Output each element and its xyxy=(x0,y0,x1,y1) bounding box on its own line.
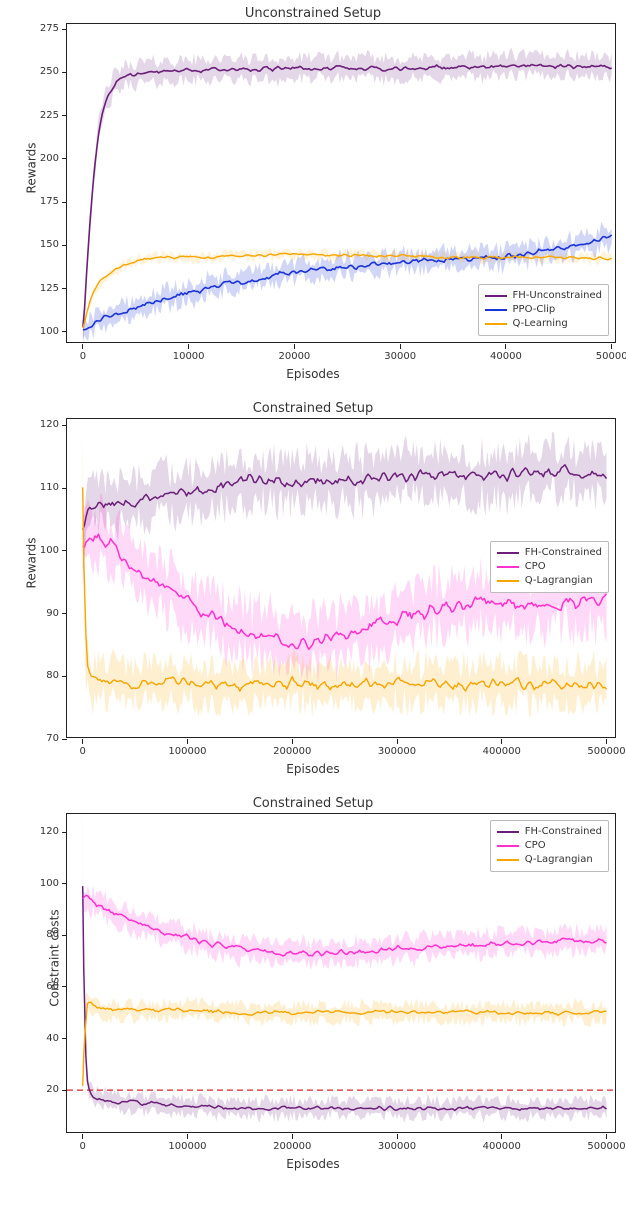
legend-label: Q-Learning xyxy=(513,317,568,331)
x-tick-label: 400000 xyxy=(472,746,532,757)
x-tick-label: 300000 xyxy=(367,746,427,757)
x-tick-label: 50000 xyxy=(582,351,626,362)
panel2: Constrained Setup70809010011012001000002… xyxy=(0,395,626,776)
legend-label: FH-Constrained xyxy=(525,546,602,560)
y-tick-label: 120 xyxy=(19,419,59,430)
chart-title: Unconstrained Setup xyxy=(0,0,626,23)
legend-label: Q-Lagrangian xyxy=(525,574,593,588)
series-band xyxy=(83,885,607,970)
legend-item: Q-Lagrangian xyxy=(497,574,602,588)
legend-label: CPO xyxy=(525,560,546,574)
x-tick-label: 300000 xyxy=(367,1141,427,1152)
legend-swatch xyxy=(497,845,519,847)
plot-area: 7080901001101200100000200000300000400000… xyxy=(66,418,616,738)
x-axis-label: Episodes xyxy=(0,367,626,381)
x-tick-label: 0 xyxy=(53,746,113,757)
panel1: Unconstrained Setup100125150175200225250… xyxy=(0,0,626,381)
x-tick-label: 400000 xyxy=(472,1141,532,1152)
x-tick-label: 100000 xyxy=(157,746,217,757)
y-tick-label: 150 xyxy=(19,239,59,250)
y-tick-label: 120 xyxy=(19,826,59,837)
legend-label: FH-Constrained xyxy=(525,825,602,839)
figure: Unconstrained Setup100125150175200225250… xyxy=(0,0,626,1171)
legend-swatch xyxy=(485,295,507,297)
legend: FH-UnconstrainedPPO-ClipQ-Learning xyxy=(478,284,609,336)
x-tick-label: 20000 xyxy=(264,351,324,362)
plot-area: 1001251501752002252502750100002000030000… xyxy=(66,23,616,343)
legend-label: PPO-Clip xyxy=(513,303,556,317)
x-tick-label: 0 xyxy=(53,1141,113,1152)
x-tick-label: 10000 xyxy=(159,351,219,362)
x-tick-label: 200000 xyxy=(262,1141,322,1152)
y-axis-label: Constraint costs xyxy=(48,909,62,1006)
legend-swatch xyxy=(485,309,507,311)
y-tick-label: 40 xyxy=(19,1033,59,1044)
y-tick-label: 125 xyxy=(19,283,59,294)
chart-title: Constrained Setup xyxy=(0,790,626,813)
legend-item: Q-Lagrangian xyxy=(497,853,602,867)
legend-swatch xyxy=(485,323,507,325)
y-axis-label: Rewards xyxy=(24,143,38,194)
legend-item: PPO-Clip xyxy=(485,303,602,317)
y-tick-label: 225 xyxy=(19,110,59,121)
chart-title: Constrained Setup xyxy=(0,395,626,418)
legend-item: FH-Unconstrained xyxy=(485,289,602,303)
y-tick-label: 110 xyxy=(19,482,59,493)
legend-swatch xyxy=(497,831,519,833)
x-axis-label: Episodes xyxy=(0,1157,626,1171)
legend: FH-ConstrainedCPOQ-Lagrangian xyxy=(490,541,609,593)
y-tick-label: 250 xyxy=(19,66,59,77)
y-tick-label: 175 xyxy=(19,196,59,207)
legend-swatch xyxy=(497,580,519,582)
legend-item: CPO xyxy=(497,839,602,853)
legend: FH-ConstrainedCPOQ-Lagrangian xyxy=(490,820,609,872)
x-tick-label: 200000 xyxy=(262,746,322,757)
legend-item: Q-Learning xyxy=(485,317,602,331)
y-axis-label: Rewards xyxy=(24,538,38,589)
x-tick-label: 40000 xyxy=(476,351,536,362)
legend-item: CPO xyxy=(497,560,602,574)
y-tick-label: 80 xyxy=(19,670,59,681)
panel3: Constrained Setup20406080100120010000020… xyxy=(0,790,626,1171)
x-tick-label: 100000 xyxy=(157,1141,217,1152)
legend-swatch xyxy=(497,566,519,568)
y-tick-label: 100 xyxy=(19,878,59,889)
legend-item: FH-Constrained xyxy=(497,546,602,560)
legend-label: FH-Unconstrained xyxy=(513,289,602,303)
x-tick-label: 30000 xyxy=(370,351,430,362)
series-line xyxy=(83,886,607,1110)
y-tick-label: 20 xyxy=(19,1084,59,1095)
legend-label: Q-Lagrangian xyxy=(525,853,593,867)
legend-label: CPO xyxy=(525,839,546,853)
legend-swatch xyxy=(497,552,519,554)
x-tick-label: 0 xyxy=(53,351,113,362)
y-tick-label: 90 xyxy=(19,608,59,619)
x-axis-label: Episodes xyxy=(0,762,626,776)
legend-item: FH-Constrained xyxy=(497,825,602,839)
x-tick-label: 500000 xyxy=(577,1141,626,1152)
y-tick-label: 100 xyxy=(19,326,59,337)
x-tick-label: 500000 xyxy=(577,746,626,757)
plot-area: 2040608010012001000002000003000004000005… xyxy=(66,813,616,1133)
legend-swatch xyxy=(497,859,519,861)
y-tick-label: 275 xyxy=(19,23,59,34)
y-tick-label: 70 xyxy=(19,733,59,744)
